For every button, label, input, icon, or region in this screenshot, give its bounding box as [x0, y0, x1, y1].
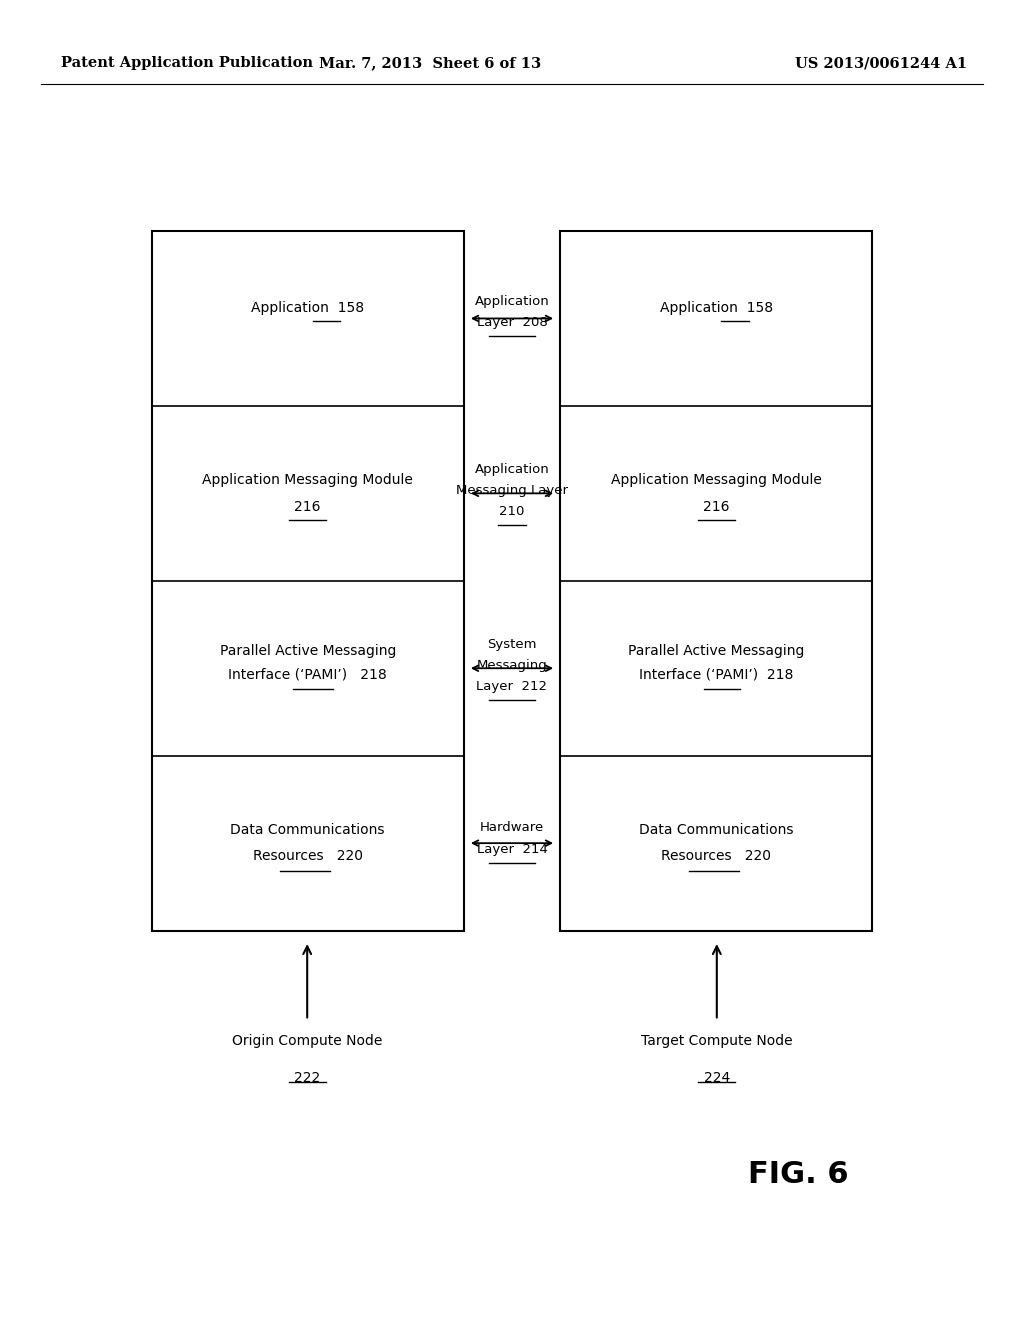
Text: 224: 224 — [703, 1071, 730, 1085]
Text: 216: 216 — [295, 499, 321, 513]
Text: Application Messaging Module: Application Messaging Module — [611, 473, 821, 487]
Text: Interface (‘PAMI’)  218: Interface (‘PAMI’) 218 — [639, 668, 794, 682]
Text: 210: 210 — [500, 506, 524, 519]
Text: Layer  212: Layer 212 — [476, 680, 548, 693]
Text: Data Communications: Data Communications — [230, 822, 385, 837]
Text: Application Messaging Module: Application Messaging Module — [203, 473, 413, 487]
Text: Mar. 7, 2013  Sheet 6 of 13: Mar. 7, 2013 Sheet 6 of 13 — [319, 57, 541, 70]
Text: Origin Compute Node: Origin Compute Node — [232, 1034, 382, 1048]
Text: Application: Application — [475, 463, 549, 477]
Text: Parallel Active Messaging: Parallel Active Messaging — [219, 644, 396, 659]
Bar — [560, 231, 872, 931]
Text: Application  158: Application 158 — [659, 301, 773, 315]
Text: Parallel Active Messaging: Parallel Active Messaging — [628, 644, 805, 659]
Text: 222: 222 — [294, 1071, 321, 1085]
Text: Patent Application Publication: Patent Application Publication — [61, 57, 313, 70]
Text: Hardware: Hardware — [480, 821, 544, 834]
Text: FIG. 6: FIG. 6 — [749, 1160, 849, 1189]
Text: US 2013/0061244 A1: US 2013/0061244 A1 — [795, 57, 967, 70]
Text: Application  158: Application 158 — [251, 301, 365, 315]
Text: Application: Application — [475, 294, 549, 308]
Text: Messaging: Messaging — [476, 659, 548, 672]
Bar — [152, 231, 464, 931]
Text: System: System — [487, 638, 537, 651]
Text: Resources   220: Resources 220 — [253, 849, 362, 863]
Text: Data Communications: Data Communications — [639, 822, 794, 837]
Text: 216: 216 — [703, 499, 729, 513]
Text: Interface (‘PAMI’)   218: Interface (‘PAMI’) 218 — [228, 668, 387, 682]
Text: Resources   220: Resources 220 — [662, 849, 771, 863]
Text: Target Compute Node: Target Compute Node — [641, 1034, 793, 1048]
Text: Layer  208: Layer 208 — [476, 315, 548, 329]
Text: Messaging Layer: Messaging Layer — [456, 484, 568, 498]
Text: Layer  214: Layer 214 — [476, 843, 548, 857]
